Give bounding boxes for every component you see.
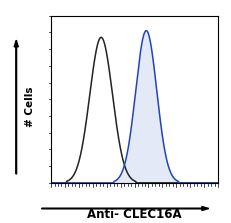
Text: # Cells: # Cells xyxy=(25,87,35,127)
Text: Anti- CLEC16A: Anti- CLEC16A xyxy=(87,208,181,221)
